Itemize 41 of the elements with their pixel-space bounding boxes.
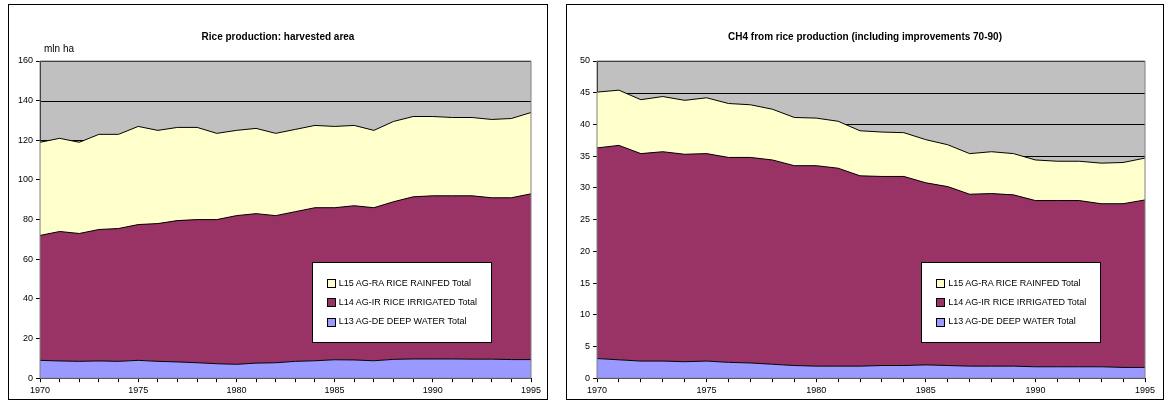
chart-title: CH4 from rice production (including improvements 70-90) (727, 31, 1003, 42)
y-tick-label: 45 (580, 87, 591, 98)
y-tick-label: 40 (580, 118, 591, 129)
legend-label: L15 AG-RA RICE RAINFED Total (338, 278, 472, 289)
y-tick-label: 20 (23, 333, 34, 344)
y-tick-label: 140 (17, 95, 34, 106)
x-tick-label: 1985 (915, 385, 936, 396)
x-tick-label: 1995 (520, 385, 542, 396)
y-tick-label: 35 (580, 150, 591, 161)
y-tick-label: 50 (580, 55, 591, 66)
y-tick-label: 25 (580, 214, 591, 225)
y-tick-label: 20 (580, 245, 591, 256)
x-tick-label: 1970 (30, 385, 51, 396)
x-tick-label: 1980 (226, 385, 247, 396)
y-tick-label: 120 (17, 134, 34, 145)
chart-title: Rice production: harvested area (200, 31, 356, 42)
y-tick-label: 5 (585, 340, 591, 351)
x-tick-label: 1975 (128, 385, 149, 396)
y-tick-label: 160 (17, 55, 34, 66)
y-tick-label: 0 (585, 372, 591, 383)
y-tick-label: 15 (580, 277, 591, 288)
y-tick-label: 30 (580, 182, 591, 193)
y-tick-label: 60 (23, 253, 34, 264)
legend-label: L14 AG-IR RICE IRRIGATED Total (338, 297, 477, 308)
y-tick-label: 40 (23, 293, 34, 304)
y-tick-label: 80 (23, 214, 34, 225)
y-tick-label: 100 (17, 174, 34, 185)
x-tick-label: 1985 (324, 385, 345, 396)
x-tick-label: 1990 (1025, 385, 1046, 396)
legend-label: L14 AG-IR RICE IRRIGATED Total (948, 297, 1087, 308)
y-tick-label: 0 (28, 372, 34, 383)
legend-label: L15 AG-RA RICE RAINFED Total (948, 278, 1081, 289)
x-tick-label: 1980 (806, 385, 827, 396)
x-tick-label: 1975 (696, 385, 717, 396)
y-tick-label: 10 (580, 309, 591, 320)
x-tick-label: 1970 (587, 385, 608, 396)
legend-label: L13 AG-DE DEEP WATER Total (338, 316, 467, 327)
legend-label: L13 AG-DE DEEP WATER Total (948, 316, 1076, 327)
y-axis-title: mln ha (44, 43, 75, 54)
x-tick-label: 1990 (422, 385, 443, 396)
x-tick-label: 1995 (1134, 385, 1156, 396)
